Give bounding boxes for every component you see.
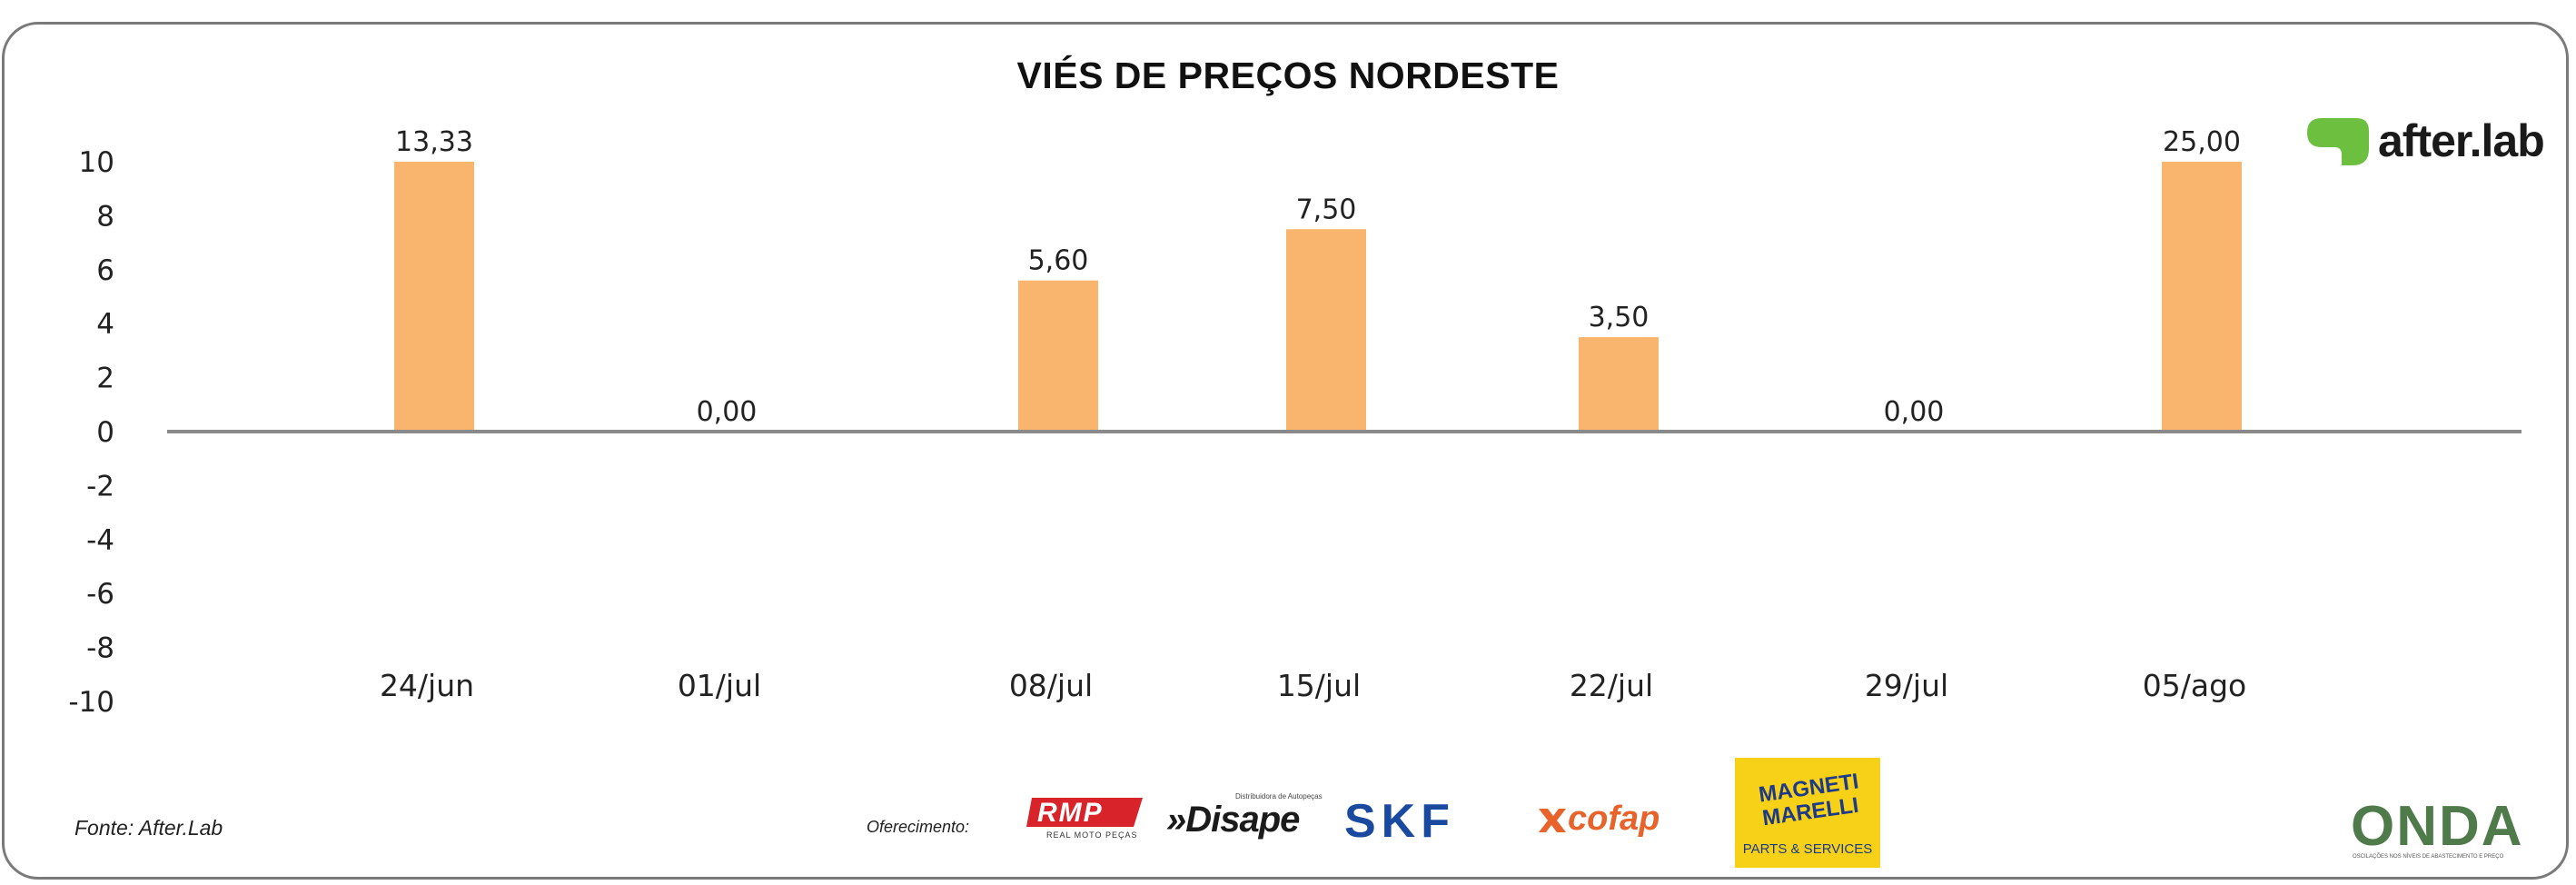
cofap-x-icon: [1539, 809, 1566, 832]
y-tick-label: 4: [96, 308, 114, 341]
skf-logo-text: SKF: [1344, 795, 1455, 848]
data-label: 7,50: [1296, 194, 1357, 225]
bar-08-jul: [1018, 280, 1098, 432]
rmp-logo: RMP REAL MOTO PEÇAS: [1026, 796, 1148, 845]
disape-logo-subtext: Distribuidora de Autopeças: [1235, 792, 1323, 800]
x-tick-label: 01/jul: [678, 668, 761, 703]
rmp-logo-text: RMP: [1037, 798, 1104, 828]
afterlab-logo-icon: [2307, 118, 2369, 165]
x-tick-label: 29/jul: [1865, 668, 1948, 703]
y-tick-label: 0: [96, 416, 114, 449]
y-tick-label: 10: [79, 146, 114, 179]
bar-22-jul: [1579, 337, 1659, 432]
cofap-logo-text: cofap: [1568, 800, 1660, 838]
y-tick-label: 6: [96, 254, 114, 287]
cofap-logo: cofap: [1535, 800, 1708, 843]
skf-logo: SKF: [1344, 795, 1517, 848]
y-tick-label: 2: [96, 363, 114, 395]
disape-logo: Distribuidora de Autopeças »Disape: [1166, 792, 1326, 845]
x-tick-label: 05/ago: [2143, 668, 2246, 703]
chart-title: VIÉS DE PREÇOS NORDESTE: [1016, 55, 1560, 96]
bar-05-ago: [2162, 162, 2242, 432]
y-tick-label: -6: [86, 578, 114, 611]
magneti-marelli-logo: MAGNETI MARELLI PARTS & SERVICES: [1735, 758, 1880, 868]
afterlab-wordmark: after.lab: [2378, 115, 2545, 166]
y-tick-label: -10: [68, 686, 114, 719]
x-tick-label: 08/jul: [1009, 668, 1093, 703]
rmp-logo-subtext: REAL MOTO PEÇAS: [1046, 830, 1138, 840]
source-note: Fonte: After.Lab: [74, 816, 223, 840]
sponsor-caption: Oferecimento:: [867, 818, 970, 836]
data-label: 0,00: [697, 396, 758, 428]
data-label: 25,00: [2163, 126, 2241, 158]
data-label: 5,60: [1028, 245, 1089, 277]
data-label: 13,33: [395, 126, 473, 158]
onda-logo: ONDA OSCILAÇÕES NOS NÍVEIS DE ABASTECIME…: [2351, 794, 2532, 863]
onda-logo-text: ONDA: [2351, 795, 2524, 858]
onda-logo-tagline: OSCILAÇÕES NOS NÍVEIS DE ABASTECIMENTO E…: [2353, 854, 2504, 860]
bar-24-jun: [394, 162, 474, 432]
y-tick-label: -2: [86, 470, 114, 502]
x-tick-label: 24/jun: [380, 668, 474, 703]
afterlab-logo: after.lab: [2305, 114, 2551, 169]
y-tick-label: -4: [86, 524, 114, 557]
y-tick-label: 8: [96, 200, 114, 233]
x-tick-label: 22/jul: [1570, 668, 1653, 703]
data-label: 3,50: [1589, 302, 1650, 333]
magneti-logo-subtext: PARTS & SERVICES: [1742, 841, 1873, 857]
bar-15-jul: [1286, 229, 1366, 432]
x-tick-label: 15/jul: [1277, 668, 1361, 703]
rmp-logo-mark: [1026, 798, 1143, 827]
disape-logo-text: »Disape: [1166, 800, 1300, 840]
data-label: 0,00: [1884, 396, 1945, 428]
y-tick-label: -8: [86, 632, 114, 665]
